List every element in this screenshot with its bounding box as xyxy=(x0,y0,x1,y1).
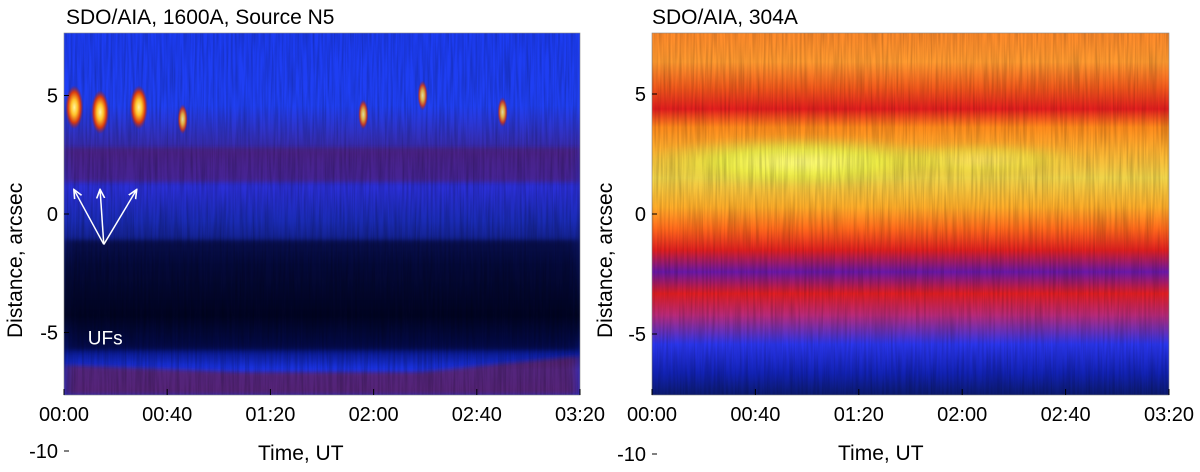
y-tick-label: -5 xyxy=(40,323,58,345)
x-tick-label: 02:00 xyxy=(349,404,399,426)
bright-feature xyxy=(497,97,508,128)
left-y-axis-label: Distance, arcsec xyxy=(4,183,27,338)
y-tick-label: -10 xyxy=(29,441,58,463)
x-tick-label: 02:00 xyxy=(937,404,987,426)
y-tick-label: 0 xyxy=(47,204,58,226)
left-panel xyxy=(63,32,581,396)
x-tick-label: 03:20 xyxy=(555,404,605,426)
right-x-axis-label: Time, UT xyxy=(838,442,924,465)
annotation-label: UFs xyxy=(88,328,123,349)
y-tick-label: 5 xyxy=(47,86,58,108)
x-tick-label: 03:20 xyxy=(1144,404,1194,426)
bright-feature xyxy=(177,104,188,135)
bright-feature xyxy=(65,85,84,130)
x-tick-label: 02:40 xyxy=(1041,404,1091,426)
x-tick-label: 02:40 xyxy=(452,404,502,426)
bright-feature xyxy=(417,80,428,111)
right-y-axis-label: Distance, arcsec xyxy=(594,183,617,338)
y-tick-label: -5 xyxy=(628,324,646,346)
bright-features xyxy=(65,80,508,135)
axes-overlay: 00:0000:4001:2002:0002:4003:201050-5-10U… xyxy=(29,84,1194,466)
right-heatmap xyxy=(652,33,1169,395)
bright-feature xyxy=(129,85,148,130)
y-tick-label: 5 xyxy=(635,84,646,106)
annotation-arrow xyxy=(74,190,105,245)
bright-feature xyxy=(91,90,110,135)
annotation-arrow xyxy=(103,190,136,245)
left-chart-title: SDO/AIA, 1600A, Source N5 xyxy=(66,6,334,29)
left-heatmap xyxy=(64,33,580,395)
right-chart-title: SDO/AIA, 304A xyxy=(652,6,798,29)
annotation-arrow xyxy=(100,190,104,245)
left-x-axis-label: Time, UT xyxy=(258,442,344,465)
y-tick-label: -10 xyxy=(617,444,646,466)
x-tick-label: 00:40 xyxy=(142,404,192,426)
y-tick-label: 0 xyxy=(635,204,646,226)
bright-feature xyxy=(358,99,369,130)
x-tick-label: 00:00 xyxy=(627,404,677,426)
x-tick-label: 01:20 xyxy=(834,404,884,426)
x-tick-label: 01:20 xyxy=(245,404,295,426)
x-tick-label: 00:40 xyxy=(730,404,780,426)
x-tick-label: 00:00 xyxy=(39,404,89,426)
right-panel xyxy=(651,32,1170,396)
